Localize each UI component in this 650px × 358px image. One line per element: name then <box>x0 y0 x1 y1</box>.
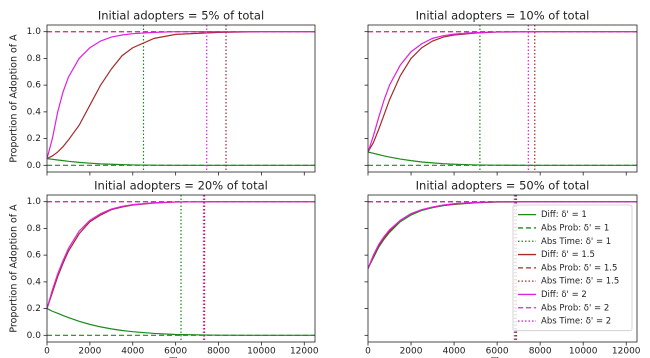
axes-frame <box>367 24 638 173</box>
y-tick-label: 0.0 <box>27 331 42 341</box>
y-tick-label: 0.8 <box>27 224 42 234</box>
x-tick-label: 8000 <box>207 347 230 357</box>
plot-area <box>368 25 637 172</box>
legend-label: Diff: δ' = 1 <box>541 210 587 220</box>
series-line <box>47 201 315 309</box>
x-tick-label: 0 <box>44 347 50 357</box>
axes-title: Initial adopters = 5% of total <box>98 9 264 23</box>
series-line <box>47 31 315 160</box>
axes: Initial adopters = 50% of total 0 2000 4000… <box>364 179 641 358</box>
axes-title: Initial adopters = 50% of total <box>416 179 590 193</box>
x-tick-label: 10000 <box>247 347 276 357</box>
y-tick-label: 1.0 <box>27 27 42 37</box>
axes: Initial adopters = 5% of total 0.0 0.2 0.4 0… <box>9 9 316 176</box>
y-tick-label: 0.2 <box>27 304 41 314</box>
legend-label: Abs Prob: δ' = 1 <box>541 223 609 233</box>
plot-area <box>368 195 637 342</box>
y-axis-label: Proportion of Adoption of A <box>9 34 20 163</box>
x-tick-label: 4000 <box>443 347 466 357</box>
y-axis-label: Proportion of Adoption of A <box>9 204 20 333</box>
y-tick-label: 0.6 <box>27 81 42 91</box>
x-tick-label: 6000 <box>486 347 509 357</box>
x-tick-label: 4000 <box>121 347 144 357</box>
x-axis-label: Time <box>490 357 514 358</box>
y-tick-label: 0.6 <box>27 251 42 261</box>
legend-label: Abs Time: δ' = 1 <box>541 237 611 247</box>
x-axis-label: Time <box>168 357 192 358</box>
legend-label: Abs Time: δ' = 2 <box>541 317 611 327</box>
y-tick-label: 0.8 <box>27 54 42 64</box>
x-tick-label: 12000 <box>612 347 641 357</box>
legend-label: Diff: δ' = 1.5 <box>541 250 595 260</box>
x-tick-label: 2000 <box>400 347 423 357</box>
y-tick-label: 0.4 <box>27 277 42 287</box>
plot-area <box>47 25 315 172</box>
axes-frame <box>367 194 638 343</box>
y-tick-label: 1.0 <box>27 197 42 207</box>
legend-label: Diff: δ' = 2 <box>541 290 587 300</box>
series-line <box>47 308 315 336</box>
x-tick-label: 10000 <box>569 347 598 357</box>
legend-label: Abs Time: δ' = 1.5 <box>541 277 619 287</box>
series-line <box>368 201 637 269</box>
axes-frame <box>46 24 316 173</box>
axes-frame <box>46 194 316 343</box>
y-tick-label: 0.0 <box>27 161 42 171</box>
axes-title: Initial adopters = 10% of total <box>416 9 590 23</box>
legend: Diff: δ' = 1 Abs Prob: δ' = 1 Abs Time: δ'… <box>512 204 633 332</box>
x-tick-label: 8000 <box>529 347 552 357</box>
legend-box <box>512 204 633 332</box>
axes: Initial adopters = 20% of total 0 2000 4000… <box>9 179 319 358</box>
x-tick-label: 0 <box>365 347 371 357</box>
series-line <box>368 31 637 153</box>
series-line <box>47 158 315 166</box>
series-line <box>368 151 637 166</box>
x-tick-label: 6000 <box>164 347 187 357</box>
axes-title: Initial adopters = 20% of total <box>94 179 268 193</box>
y-tick-label: 0.4 <box>27 107 42 117</box>
plot-area <box>47 195 315 342</box>
axes: Initial adopters = 10% of total <box>364 9 638 176</box>
legend-label: Abs Prob: δ' = 2 <box>541 303 609 313</box>
y-tick-label: 0.2 <box>27 134 41 144</box>
x-tick-label: 2000 <box>78 347 101 357</box>
legend-label: Abs Prob: δ' = 1.5 <box>541 263 617 273</box>
series-line <box>368 31 637 153</box>
x-tick-label: 12000 <box>290 347 319 357</box>
series-line <box>47 31 315 159</box>
